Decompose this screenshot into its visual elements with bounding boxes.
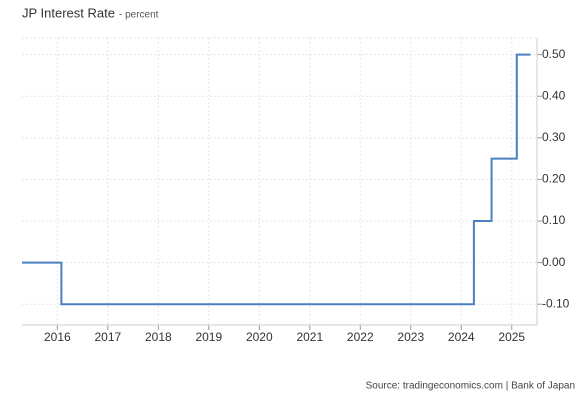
chart-subtitle: - percent — [119, 10, 159, 21]
x-tick-label: 2020 — [246, 330, 273, 344]
y-tick-label: 0.50 — [542, 47, 566, 61]
x-tick-label: 2019 — [195, 330, 222, 344]
x-tick-label: 2025 — [498, 330, 525, 344]
x-tick-label: 2022 — [347, 330, 374, 344]
y-tick-label: -0.10 — [542, 296, 570, 310]
chart-title: JP Interest Rate — [22, 5, 115, 20]
x-tick-label: 2023 — [397, 330, 424, 344]
source-note: Source: tradingeconomics.com | Bank of J… — [366, 381, 575, 392]
y-tick-label: 0.40 — [542, 88, 566, 102]
y-tick-label: 0.20 — [542, 172, 566, 186]
x-tick-label: 2024 — [448, 330, 475, 344]
data-line — [22, 53, 531, 306]
y-tick-label: 0.00 — [542, 255, 566, 269]
x-tick-label: 2018 — [145, 330, 172, 344]
x-tick-label: 2021 — [296, 330, 323, 344]
y-tick-label: 0.30 — [542, 130, 566, 144]
x-tick-label: 2017 — [94, 330, 121, 344]
y-tick-label: 0.10 — [542, 213, 566, 227]
x-tick-label: 2016 — [44, 330, 71, 344]
